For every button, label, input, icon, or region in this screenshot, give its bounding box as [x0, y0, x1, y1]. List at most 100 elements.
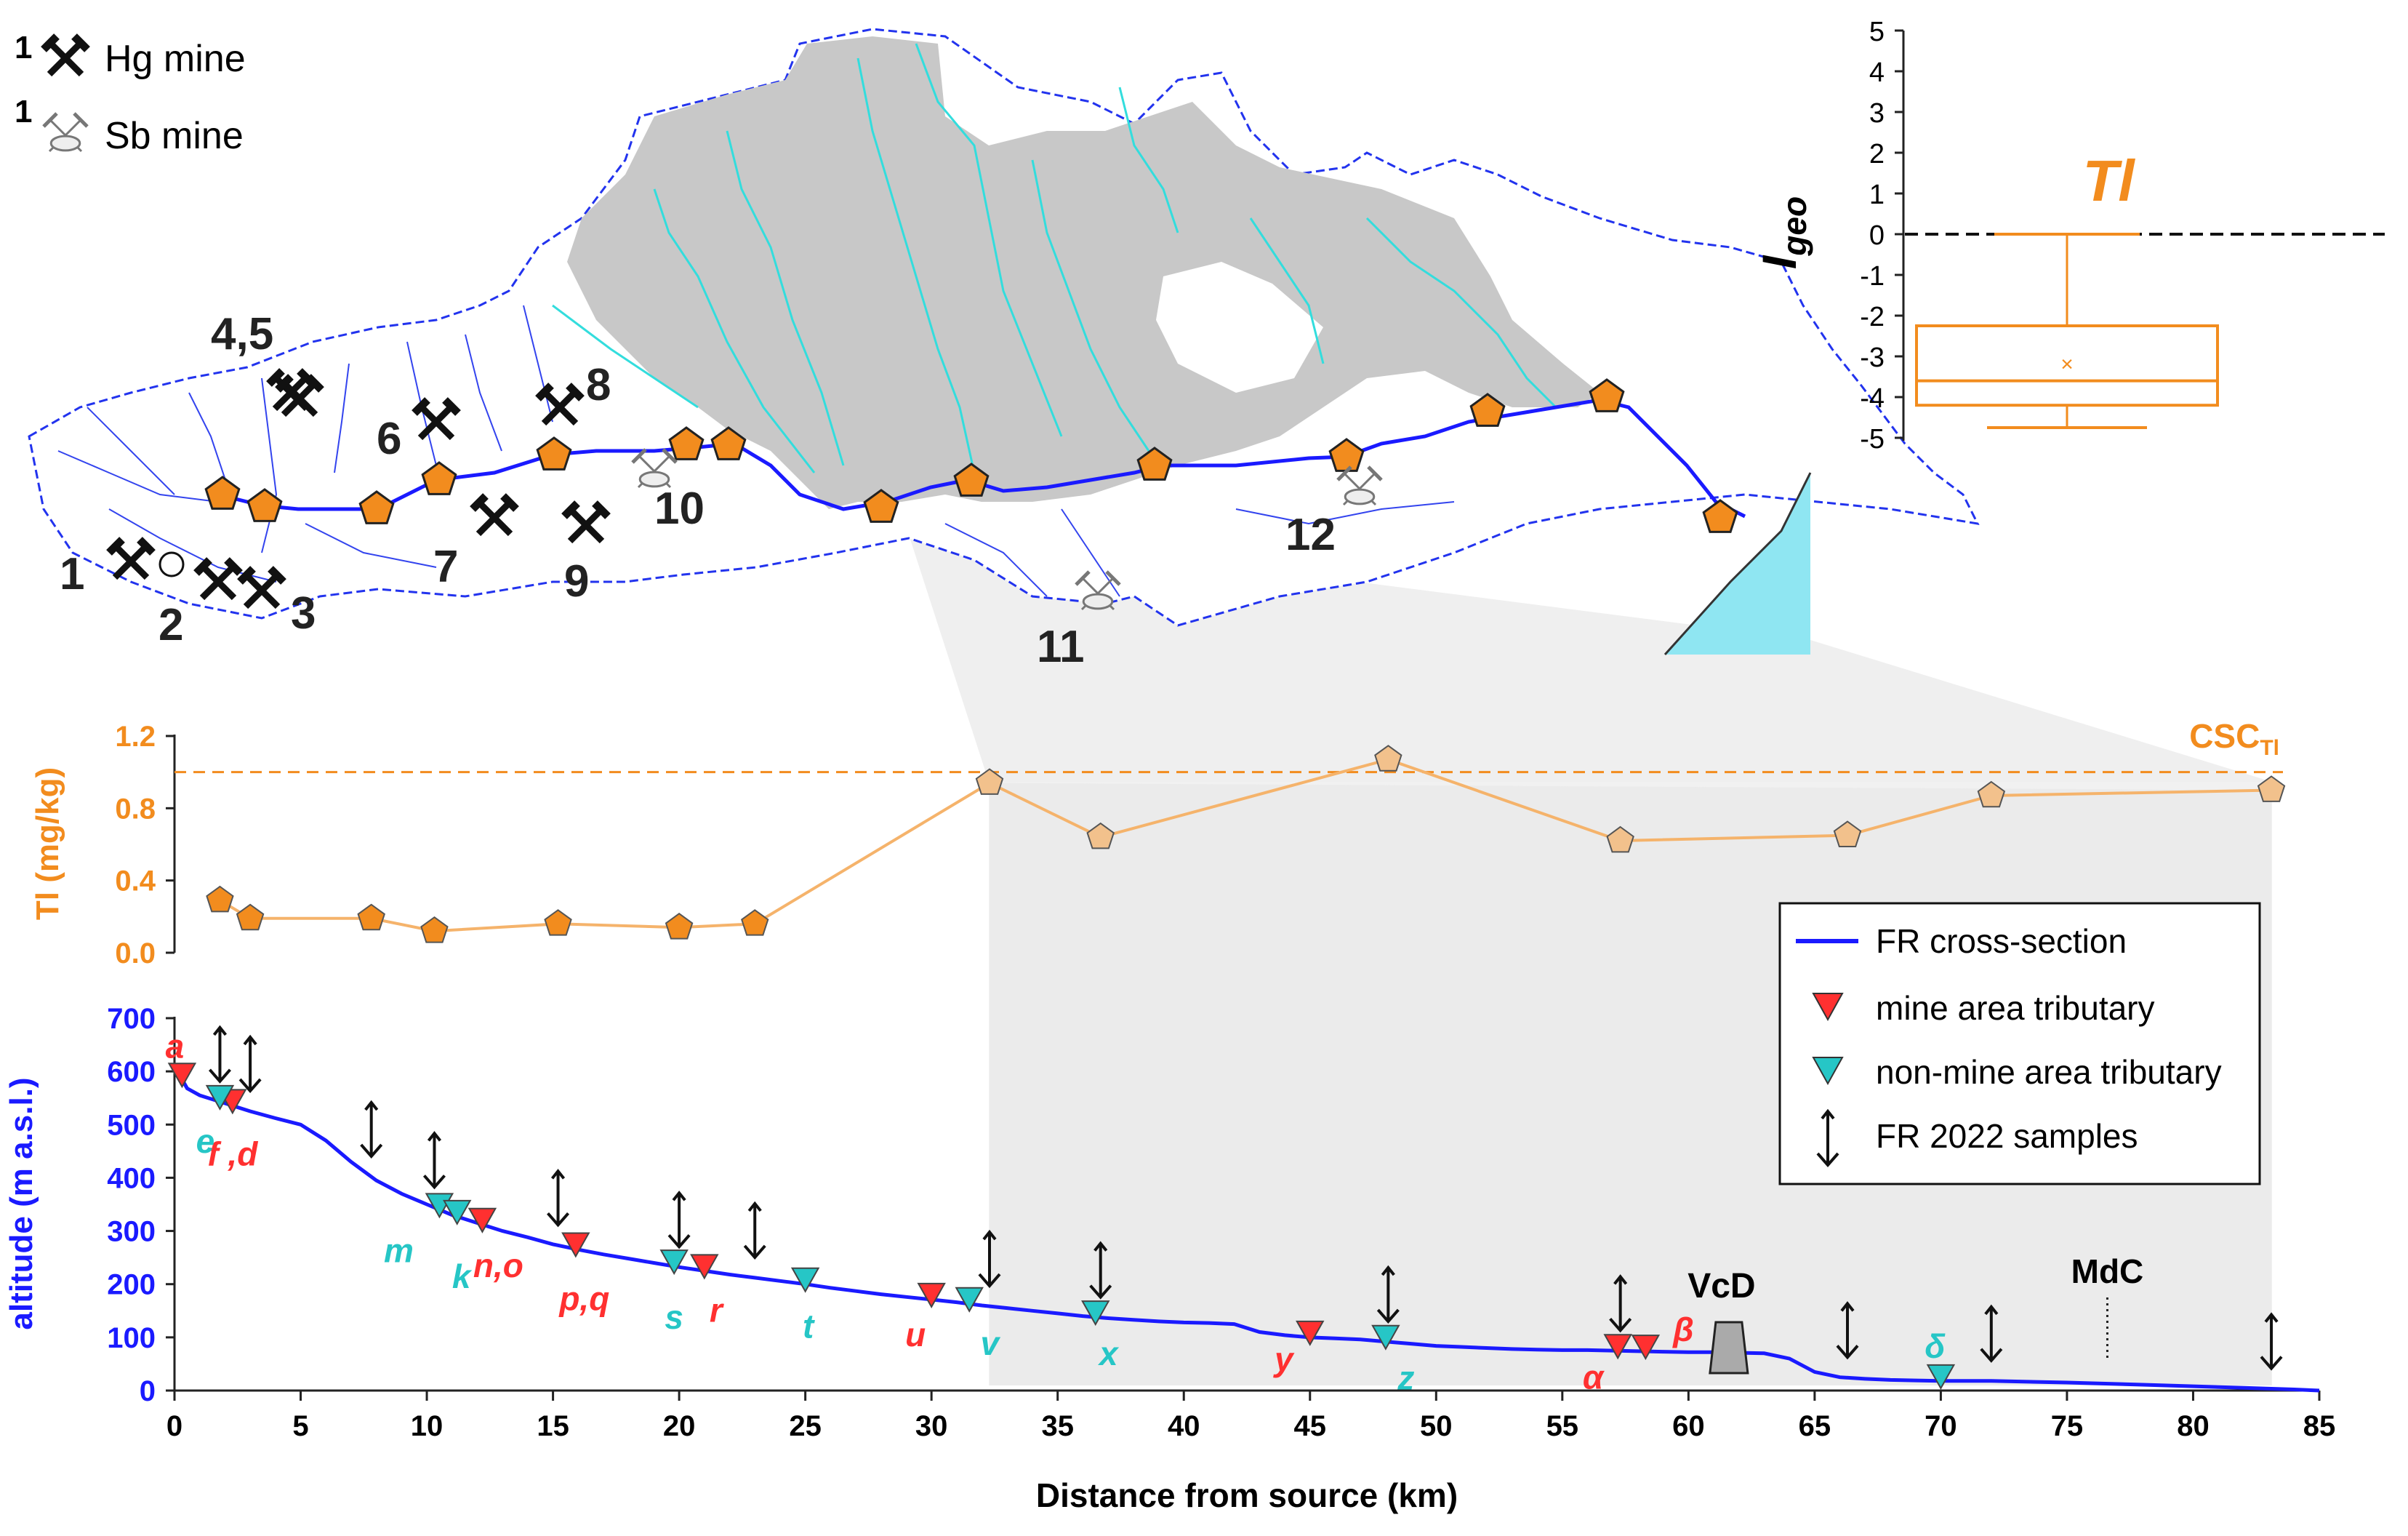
tl-point	[1086, 822, 1115, 849]
map-sample-site	[863, 489, 899, 523]
mine-tributary-marker	[467, 1207, 497, 1233]
alt-x-tick-label: 70	[1925, 1410, 1957, 1442]
sample-arrow	[547, 1169, 570, 1228]
sample-arrow	[1609, 1274, 1632, 1333]
alt-x-tick-label: 50	[1420, 1410, 1453, 1442]
sb-mine-icon	[42, 112, 89, 153]
igeo-tick-label: 5	[1869, 17, 1885, 47]
mine-label-6: 6	[377, 414, 401, 464]
igeo-mean-marker: ×	[2060, 352, 2074, 376]
alt-x-tick-label: 55	[1546, 1410, 1579, 1442]
legend-nonmine-triangle	[1812, 1057, 1844, 1086]
alt-legend: FR cross-section mine area tributary non…	[1778, 902, 2261, 1185]
mine-label-11: 11	[1037, 622, 1085, 672]
tributary-markers: a f ,d n,o p,q r u y α β e mk s t v x z δ	[166, 1027, 1956, 1397]
mine-tributary-marker	[690, 1254, 719, 1280]
legend-label-mine: mine area tributary	[1876, 989, 2155, 1027]
map-sample-site	[1702, 499, 1738, 533]
mine-tributary-marker-label: r	[710, 1291, 724, 1329]
alt-x-tick-label: 35	[1041, 1410, 1074, 1442]
map-sample-site	[668, 426, 705, 460]
tl-point	[665, 912, 694, 940]
tl-point	[357, 903, 385, 931]
alt-x-tick-label: 40	[1168, 1410, 1200, 1442]
alt-x-tick-label: 5	[292, 1410, 308, 1442]
map-sample-site	[246, 488, 283, 522]
hg-mine-icon	[275, 374, 324, 417]
alt-x-tick-label: 10	[411, 1410, 444, 1442]
alt-y-tick-label: 0	[140, 1375, 156, 1407]
legend-arrow-icon	[1816, 1108, 1839, 1168]
nonmine-tributary-marker	[659, 1249, 689, 1276]
sample-arrow	[978, 1229, 1001, 1289]
csc-label-sub: Tl	[2260, 736, 2279, 760]
alt-y-tick-label: 100	[107, 1322, 156, 1354]
karst-area	[567, 36, 1600, 509]
sample-arrow	[1089, 1241, 1112, 1300]
nonmine-tributary-marker	[790, 1267, 820, 1293]
alt-x-tick-label: 15	[537, 1410, 569, 1442]
alt-x-tick-label: 25	[789, 1410, 822, 1442]
tl-tick-label: 1.2	[115, 721, 156, 753]
mine-label-12: 12	[1285, 510, 1336, 560]
tl-point	[1606, 825, 1634, 853]
nonmine-tributary-marker-label: s	[665, 1298, 683, 1336]
mine-tributary-marker-label: n,o	[473, 1247, 523, 1284]
mine-tributary-marker	[1296, 1320, 1325, 1346]
nonmine-tributary-marker-label: x	[1097, 1335, 1120, 1372]
mine-label-7: 7	[433, 542, 458, 592]
sample-arrow	[360, 1100, 383, 1159]
sb-legend-label: Sb mine	[105, 115, 244, 157]
sample-arrows	[208, 1025, 2283, 1371]
nonmine-tributary-marker-label: v	[980, 1324, 1000, 1362]
tl-point	[420, 916, 449, 943]
hg-legend-label: Hg mine	[105, 38, 246, 80]
tl-point	[236, 903, 265, 931]
map-sample-site	[536, 436, 572, 471]
tl-points	[206, 745, 2286, 943]
tl-point	[2257, 775, 2286, 802]
alt-x-tick-label: 30	[915, 1410, 948, 1442]
mine-label-9: 9	[564, 556, 589, 607]
mdc-label: MdC	[2071, 1252, 2144, 1290]
tl-tick-label: 0.8	[115, 793, 156, 825]
nonmine-tributary-marker-label: e	[196, 1122, 215, 1160]
igeo-tick-label: 1	[1869, 180, 1885, 210]
igeo-tick-label: -4	[1860, 383, 1885, 414]
igeo-element-label: Tl	[2082, 148, 2135, 213]
vcd-label: VcD	[1687, 1267, 1755, 1305]
nonmine-tributary-marker-label: t	[803, 1308, 815, 1345]
mine-tributary-marker-label: f ,d	[207, 1135, 258, 1172]
hg-mine-icon	[237, 566, 286, 609]
tl-point	[206, 885, 234, 913]
tl-axis-label: Tl (mg/kg)	[30, 767, 65, 920]
mine-tributary-marker-label: β	[1672, 1311, 1694, 1348]
legend-mine-triangle	[1812, 993, 1844, 1022]
hg-mine-icon	[41, 33, 90, 77]
mine-site-2-marker	[158, 551, 185, 577]
alt-x-axis-label: Distance from source (km)	[1036, 1476, 1458, 1514]
mine-tributary-marker	[917, 1282, 946, 1308]
sample-arrow	[667, 1191, 691, 1249]
igeo-axis-label-sub: geo	[1775, 196, 1813, 257]
igeo-tick-label: 0	[1869, 220, 1885, 251]
alt-y-tick-label: 500	[107, 1109, 156, 1141]
alt-x-tick-label: 0	[166, 1410, 182, 1442]
nonmine-tributary-marker-label: k	[452, 1257, 473, 1295]
nonmine-tributary-marker	[442, 1199, 472, 1225]
nonmine-tributary-marker	[1081, 1300, 1110, 1327]
tl-point	[1833, 820, 1862, 847]
sample-arrow	[1980, 1304, 2003, 1363]
mine-label-1: 1	[60, 549, 84, 599]
mine-labels: 1 2 3 4,5 6 7 8 9 10 11 12	[60, 309, 1336, 672]
alt-annotations: VcD MdC	[1687, 1252, 2144, 1375]
mine-tributary-marker	[167, 1063, 197, 1089]
mine-label-10: 10	[654, 484, 705, 534]
sb-mine-icon	[1075, 570, 1121, 611]
alt-ticks: 0 100 200 300 400 500 600 700 0 5 10 15 20 25 30 35 40 45…	[107, 1003, 2335, 1442]
igeo-tick-label: -2	[1860, 302, 1885, 332]
sample-arrow	[1376, 1265, 1400, 1324]
mine-label-2: 2	[158, 600, 183, 650]
igeo-ticks: 5 4 3 2 1 0 -1 -2 -3 -4 -5	[1860, 17, 1903, 455]
